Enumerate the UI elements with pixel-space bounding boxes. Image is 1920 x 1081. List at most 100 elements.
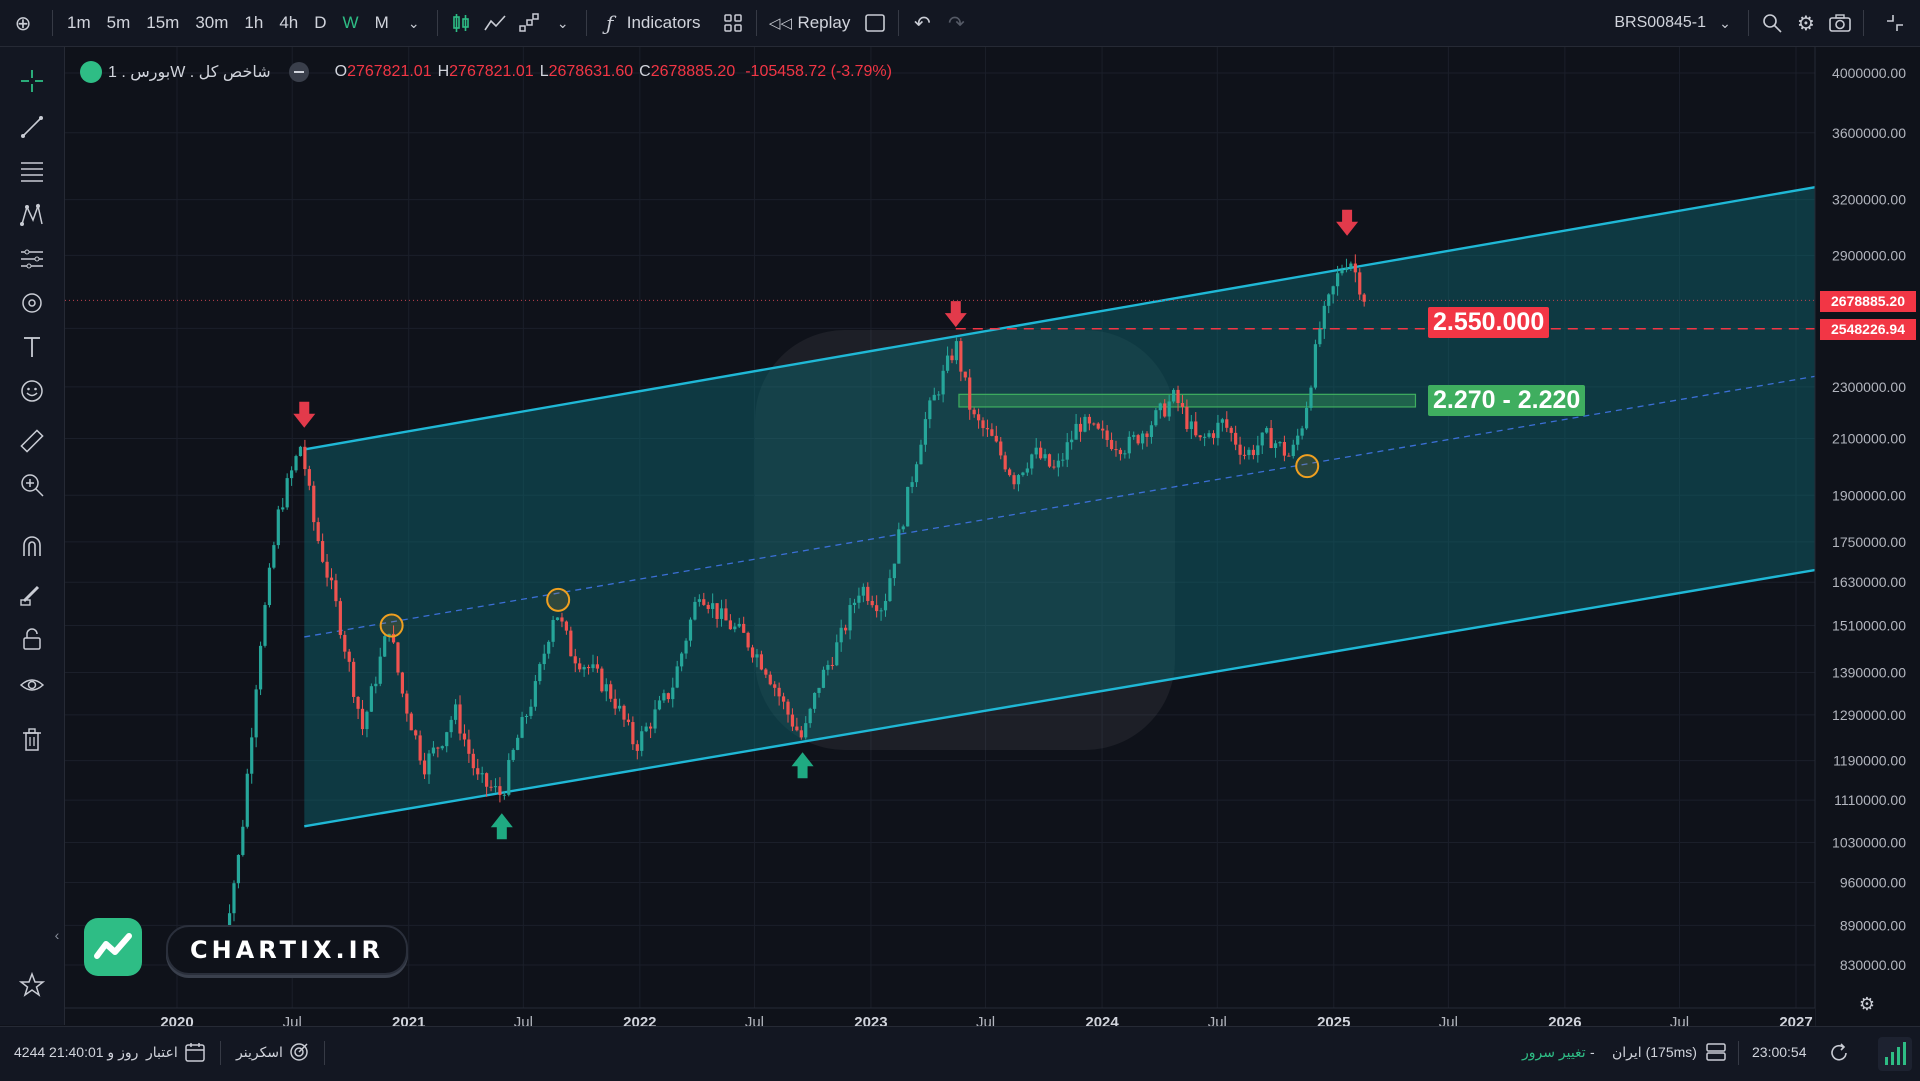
trend-line-icon[interactable]: [14, 109, 50, 145]
up-arrow-marker: [791, 752, 814, 779]
quick-search-icon[interactable]: [1755, 0, 1789, 46]
timeframe-1h[interactable]: 1h: [244, 13, 264, 32]
candle-body: [471, 753, 475, 769]
price-tick-label: 1110000.00: [1834, 792, 1906, 808]
candle-body: [325, 561, 329, 578]
timeframe-m[interactable]: M: [374, 13, 389, 32]
candle-body: [1132, 435, 1136, 437]
pattern-icon[interactable]: [14, 197, 50, 233]
text-icon[interactable]: [14, 329, 50, 365]
lock-icon[interactable]: [14, 621, 50, 657]
function-icon[interactable]: ƒ: [606, 11, 614, 35]
replay-button[interactable]: Replay: [797, 13, 851, 32]
star-icon[interactable]: [14, 967, 50, 1003]
price-tick-label: 1190000.00: [1833, 753, 1906, 769]
chevron-down-icon[interactable]: ⌄: [1719, 14, 1731, 31]
gear-icon[interactable]: ⚙: [1797, 12, 1815, 35]
candle-body: [1185, 406, 1189, 430]
candle-body: [1065, 442, 1069, 460]
fib-retracement-icon[interactable]: [14, 153, 50, 189]
camera-icon[interactable]: [1823, 0, 1857, 46]
candles: [219, 254, 1366, 957]
collapse-icon[interactable]: [1870, 0, 1920, 46]
candle-body: [1047, 454, 1052, 467]
symbol-code[interactable]: BRS00845-1: [1614, 14, 1706, 31]
chevron-down-icon[interactable]: ⌄: [407, 14, 420, 31]
candle-body: [1180, 403, 1185, 407]
timeframe-w[interactable]: W: [342, 13, 359, 32]
screener-icon[interactable]: [288, 1041, 310, 1066]
emoji-icon[interactable]: [14, 373, 50, 409]
candle-body: [781, 696, 786, 702]
candles-chart-icon[interactable]: [444, 0, 478, 46]
undo-icon[interactable]: ↶: [913, 12, 931, 35]
candle-body: [467, 739, 471, 754]
line-chart-icon[interactable]: [478, 0, 512, 46]
timeframe-1m[interactable]: 1m: [67, 13, 91, 32]
candle-body: [1313, 344, 1318, 388]
chevron-down-icon[interactable]: ⌄: [556, 14, 569, 31]
rewind-icon[interactable]: ◁◁: [768, 15, 792, 32]
timeframe-5m[interactable]: 5m: [106, 13, 131, 32]
timeframe-30m[interactable]: 30m: [195, 13, 229, 32]
candle-body: [879, 610, 883, 612]
refresh-icon[interactable]: [1828, 1042, 1850, 1067]
calendar-icon[interactable]: [184, 1041, 206, 1066]
candle-body: [595, 664, 600, 669]
change-server-link[interactable]: تغییر سرور: [1522, 1044, 1586, 1060]
candle-body: [1331, 286, 1335, 295]
minus-icon[interactable]: [288, 62, 309, 82]
candle-body: [600, 668, 604, 692]
candle-body: [985, 428, 990, 430]
candle-body: [941, 370, 945, 395]
redo-icon[interactable]: ↷: [947, 12, 965, 35]
candle-body: [764, 669, 768, 675]
stay-drawing-icon[interactable]: [14, 575, 50, 611]
candle-body: [622, 705, 626, 720]
symbol-title[interactable]: بورس . 1W . شاخص کل: [108, 64, 271, 81]
price-tick-label: 1390000.00: [1832, 665, 1906, 681]
timeframe-d[interactable]: D: [314, 13, 327, 32]
screener-label[interactable]: اسکرینر: [236, 1044, 283, 1060]
indicators-button[interactable]: Indicators: [626, 13, 701, 32]
candle-body: [250, 737, 254, 774]
candle-body: [1008, 469, 1012, 476]
server-icon[interactable]: [1705, 1042, 1727, 1065]
timeframe-15m[interactable]: 15m: [146, 13, 180, 32]
trash-icon[interactable]: [14, 722, 50, 758]
compare-icon[interactable]: [512, 0, 546, 46]
candle-body: [387, 633, 391, 637]
rectangle-icon[interactable]: [858, 0, 892, 46]
candle-body: [1335, 273, 1340, 287]
projection-icon[interactable]: [14, 241, 50, 277]
candle-body: [520, 717, 524, 738]
add-symbol-icon[interactable]: ⊕: [14, 12, 32, 35]
top-toolbar: ⊕ 1m 5m 15m 30m 1h 4h D W M ⌄ ⌄ ƒ Indica…: [0, 0, 1920, 47]
settings-icon[interactable]: ⚙: [1858, 994, 1876, 1014]
price-tick-label: 890000.00: [1840, 917, 1906, 933]
chevron-left-icon[interactable]: ‹: [54, 927, 60, 943]
low-label: L: [539, 63, 549, 80]
credit-label[interactable]: اعتبار: [146, 1044, 178, 1060]
magnet-icon[interactable]: [14, 529, 50, 565]
candle-body: [875, 605, 879, 612]
eye-icon[interactable]: [14, 667, 50, 703]
circle-marker: [546, 587, 571, 612]
signal-icon[interactable]: [1878, 1037, 1912, 1071]
candle-body: [334, 580, 338, 602]
candle-body: [671, 687, 675, 700]
candle-body: [573, 656, 577, 664]
candle-body: [1322, 305, 1326, 329]
ruler-icon[interactable]: [14, 423, 50, 459]
price-tick-label: 2300000.00: [1832, 379, 1906, 395]
candle-body: [405, 693, 409, 714]
layout-grid-icon[interactable]: [716, 0, 750, 46]
timeframe-4h[interactable]: 4h: [279, 13, 299, 32]
candle-body: [1229, 427, 1233, 433]
zoom-in-icon[interactable]: [14, 467, 50, 503]
brush-icon[interactable]: [14, 285, 50, 321]
candle-body: [657, 700, 662, 710]
candle-body: [232, 883, 236, 914]
crosshair-icon[interactable]: [14, 63, 50, 99]
